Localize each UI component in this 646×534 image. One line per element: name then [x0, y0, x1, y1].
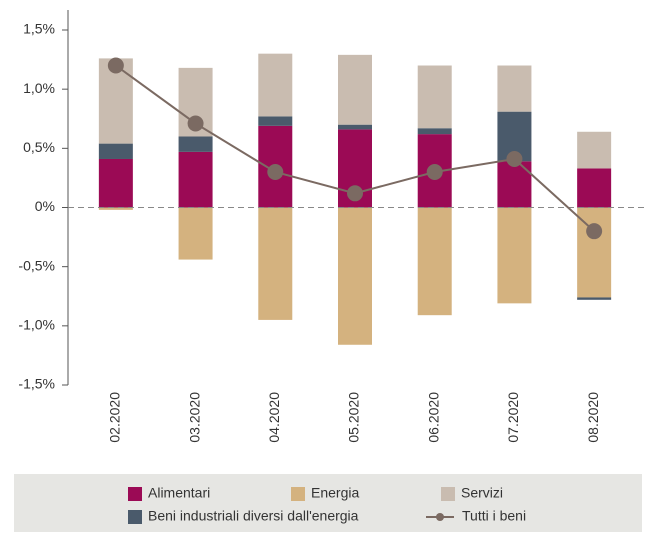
legend-label: Servizi [461, 485, 503, 501]
y-tick-label: 1,5% [23, 21, 55, 37]
bar-segment [98, 158, 133, 208]
legend-label: Alimentari [148, 485, 210, 501]
bar-segment [417, 207, 452, 316]
bar-segment [338, 207, 372, 345]
line-marker [426, 164, 443, 180]
x-tick-label: 05.2020 [346, 392, 362, 443]
y-tick-label: -0,5% [18, 257, 55, 273]
bar-segment [417, 65, 452, 129]
legend-marker [291, 487, 305, 501]
bar-segment [258, 53, 293, 117]
bar-segment [497, 207, 532, 304]
legend-label: Tutti i beni [462, 508, 526, 524]
y-tick-label: 0,5% [23, 139, 55, 155]
bar-segment [497, 161, 532, 208]
bar-segment [577, 131, 612, 169]
legend-marker [441, 487, 455, 501]
bar-segment [98, 143, 133, 159]
y-tick-label: 0% [35, 198, 55, 214]
bar-segment [577, 168, 612, 208]
legend-marker [436, 513, 444, 521]
bar-segment [178, 151, 213, 208]
line-marker [107, 57, 124, 74]
line-marker [187, 115, 204, 132]
legend-box [14, 474, 642, 532]
legend-label: Beni industriali diversi dall'energia [148, 508, 359, 524]
bar-segment [98, 207, 133, 210]
legend-label: Energia [311, 485, 359, 501]
x-tick-label: 02.2020 [107, 392, 123, 443]
line-marker [347, 185, 363, 202]
legend-marker [128, 510, 142, 524]
legend-marker [128, 487, 142, 501]
bar-segment [338, 124, 372, 130]
x-tick-label: 07.2020 [505, 392, 521, 443]
x-tick-label: 08.2020 [585, 392, 601, 443]
bar-segment [178, 136, 213, 152]
line-marker [267, 164, 284, 180]
line-marker [506, 150, 523, 167]
bar-segment [417, 128, 452, 135]
y-tick-label: -1,0% [18, 317, 55, 333]
y-tick-label: -1,5% [18, 376, 55, 392]
bar-segment [258, 207, 293, 320]
bar-segment [497, 65, 532, 112]
bar-segment [258, 116, 293, 126]
x-tick-label: 03.2020 [186, 392, 202, 443]
bar-segment [178, 207, 213, 260]
bar-segment [577, 297, 612, 300]
y-tick-label: 1,0% [23, 80, 55, 96]
bar-segment [577, 207, 612, 298]
bar-segment [338, 54, 372, 125]
line-marker [586, 223, 603, 240]
x-tick-label: 04.2020 [266, 392, 282, 443]
x-tick-label: 06.2020 [425, 392, 441, 443]
